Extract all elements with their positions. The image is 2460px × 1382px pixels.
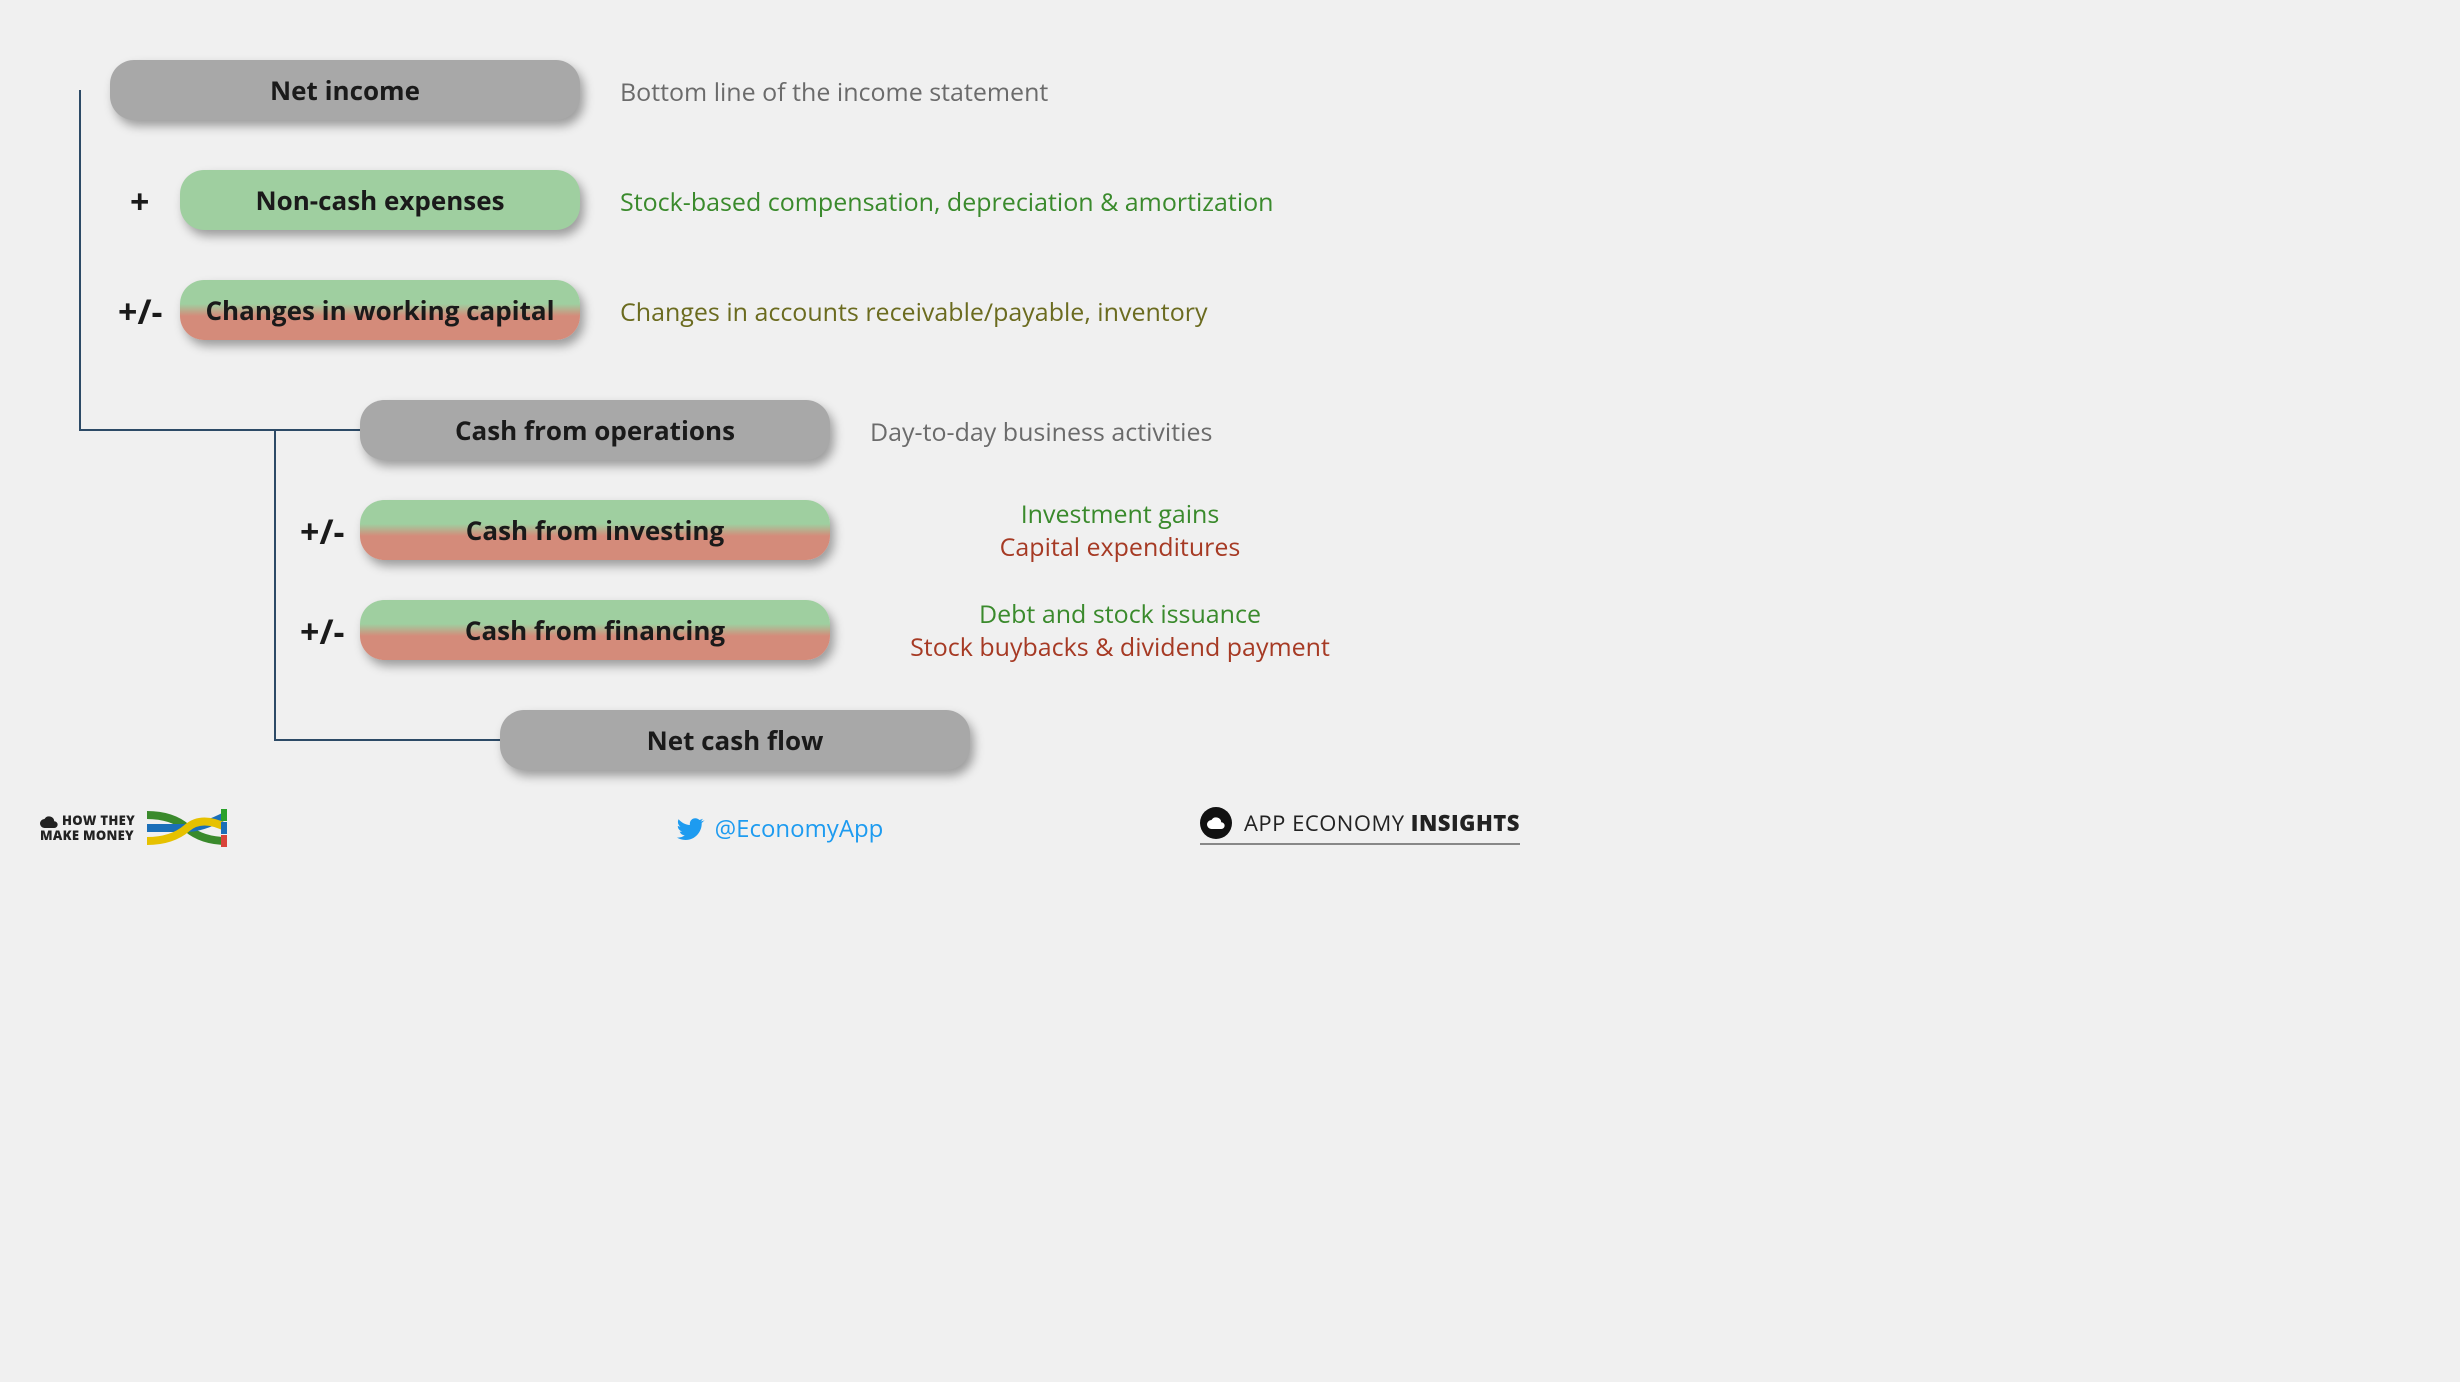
desc-line: Investment gains (870, 498, 1370, 531)
twitter-icon (677, 815, 705, 843)
logo-app-economy-insights: APP ECONOMY INSIGHTS (1200, 807, 1520, 845)
desc-cash-operations: Day-to-day business activities (870, 416, 1212, 449)
diagram-stage: Net income Bottom line of the income sta… (0, 0, 1560, 877)
desc-line: Stock-based compensation, depreciation &… (620, 186, 1274, 219)
twitter-text: @EconomyApp (715, 812, 884, 845)
logo-how-they-make-money: HOW THEY MAKE MONEY (40, 803, 227, 853)
node-net-cash-flow: Net cash flow (500, 710, 970, 770)
node-cash-investing: Cash from investing (360, 500, 830, 560)
node-label: Non-cash expenses (255, 182, 504, 218)
sankey-icon (147, 803, 227, 853)
node-net-income: Net income (110, 60, 580, 120)
desc-cash-investing: Investment gains Capital expenditures (870, 498, 1370, 563)
desc-line: Changes in accounts receivable/payable, … (620, 296, 1208, 329)
operator-pm: +/- (300, 508, 344, 554)
desc-line: Bottom line of the income statement (620, 76, 1048, 109)
node-label: Cash from operations (455, 412, 735, 448)
logo-left-line: MAKE MONEY (40, 826, 134, 844)
operator-plus: + (130, 178, 149, 224)
operator-pm: +/- (300, 608, 344, 654)
twitter-handle: @EconomyApp (677, 812, 884, 845)
cloud-icon (1200, 807, 1232, 839)
desc-working-capital: Changes in accounts receivable/payable, … (620, 296, 1208, 329)
node-label: Net income (270, 72, 420, 108)
node-label: Cash from investing (466, 512, 724, 548)
desc-line: Stock buybacks & dividend payment (870, 631, 1370, 664)
desc-noncash-expenses: Stock-based compensation, depreciation &… (620, 186, 1274, 219)
node-working-capital: Changes in working capital (180, 280, 580, 340)
logo-right-text: APP ECONOMY INSIGHTS (1244, 808, 1520, 838)
desc-line: Debt and stock issuance (870, 598, 1370, 631)
desc-line: Day-to-day business activities (870, 416, 1212, 449)
desc-cash-financing: Debt and stock issuance Stock buybacks &… (870, 598, 1370, 663)
node-label: Cash from financing (465, 612, 725, 648)
node-label: Net cash flow (647, 722, 824, 758)
desc-net-income: Bottom line of the income statement (620, 76, 1048, 109)
logo-left-text: HOW THEY MAKE MONEY (40, 813, 135, 843)
node-cash-financing: Cash from financing (360, 600, 830, 660)
node-cash-operations: Cash from operations (360, 400, 830, 460)
footer-bar: HOW THEY MAKE MONEY @EconomyApp APP E (0, 793, 1560, 853)
operator-pm: +/- (118, 288, 162, 334)
node-label: Changes in working capital (205, 292, 554, 328)
node-noncash-expenses: Non-cash expenses (180, 170, 580, 230)
desc-line: Capital expenditures (870, 531, 1370, 564)
